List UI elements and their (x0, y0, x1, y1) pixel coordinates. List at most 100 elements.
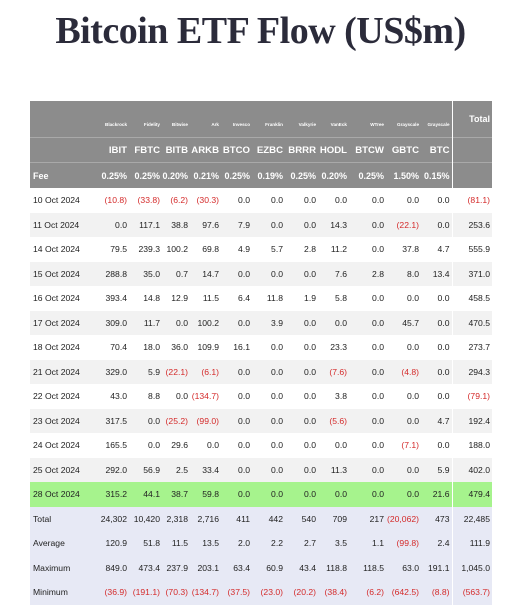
flow-value-cell: 33.4 (190, 457, 221, 482)
date-cell: 18 Oct 2024 (33, 342, 80, 353)
flow-value-cell: 0.0 (271, 440, 283, 451)
fee-cell: 1.50% (386, 162, 421, 188)
flow-value-cell: 0.0 (437, 342, 450, 353)
flow-value-cell: 0.0 (421, 310, 452, 335)
row-total-cell: 371.0 (451, 261, 492, 286)
flow-value-cell: (36.9) (97, 580, 129, 605)
table-row: 17 Oct 2024 309.0 11.7 0.0 100.2 0.0 3.9 0.0 0.0… (30, 310, 492, 335)
flow-value-cell: 21.6 (421, 482, 452, 507)
flow-value-cell: 0.0 (221, 482, 252, 507)
issuer-header-row: Blackrock Fidelity Bitwise Ark Invesco F… (30, 101, 492, 138)
row-total-cell: 479.4 (451, 482, 492, 507)
flow-value-cell: 288.8 (97, 261, 129, 286)
row-total-cell: 555.9 (451, 237, 492, 262)
table-row: 28 Oct 2024 315.2 44.1 38.7 59.8 0.0 0.0 0.0 0.0… (30, 482, 492, 507)
flow-value-cell: 0.0 (349, 408, 386, 433)
flow-value-cell: 0.0 (238, 440, 250, 451)
fee-cell (451, 162, 492, 188)
flow-value-cell: 473 (421, 506, 452, 531)
date-cell: 21 Oct 2024 (30, 359, 97, 384)
flow-value-cell: 0.0 (407, 342, 419, 353)
ticker-header-cell: ARKB (190, 137, 221, 163)
flow-value-cell: 0.0 (252, 212, 285, 237)
flow-value-cell: 0.0 (285, 310, 318, 335)
table-row: 18 Oct 2024 70.4 18.0 36.0 109.9 16.1 0.0 0.0 23… (30, 335, 492, 360)
flow-value-cell: (7.6) (318, 359, 349, 384)
issuer-header-cell: Fidelity (129, 101, 162, 138)
flow-value-cell: 0.0 (407, 195, 419, 206)
table-row: 24 Oct 2024 165.5 0.0 29.6 0.0 0.0 0.0 0.0 0.0 0.… (30, 433, 492, 458)
ticker-header-cell: BRRR (285, 137, 318, 163)
ticker-header-cell: IBIT (97, 137, 129, 163)
flow-value-cell: (6.2) (170, 195, 188, 206)
ticker-header-cell: FBTC (129, 137, 162, 163)
flow-value-cell: 0.0 (349, 212, 386, 237)
flow-value-cell: 0.0 (221, 408, 252, 433)
flow-value-cell: 0.0 (271, 195, 283, 206)
ticker-header-row: IBIT FBTC BITB ARKB BTCO EZBC BRRR HODL … (30, 137, 492, 163)
flow-value-cell: (134.7) (191, 391, 219, 402)
flow-value-cell: 79.5 (110, 244, 127, 255)
flow-value-cell: 7.9 (221, 212, 252, 237)
flow-value-cell: 5.9 (129, 359, 162, 384)
flow-value-cell: 0.0 (304, 440, 316, 451)
flow-value-cell: 60.9 (252, 555, 285, 580)
table-row: 21 Oct 2024 329.0 5.9 (22.1) (6.1) 0.0 0.0 0.0(… (30, 359, 492, 384)
issuer-header-cell: Grayscale (421, 101, 452, 138)
ticker-header-cell: BTC (421, 137, 452, 163)
flow-value-cell: 100.2 (190, 310, 221, 335)
flow-value-cell: 0.0 (372, 440, 384, 451)
flow-value-cell: (20.2) (285, 580, 318, 605)
row-total-cell: 402.0 (451, 457, 492, 482)
fee-cell: 0.19% (252, 162, 285, 188)
flow-value-cell: (22.1) (162, 359, 190, 384)
flow-value-cell: 2.8 (304, 244, 316, 255)
flow-value-cell: 10,420 (129, 506, 162, 531)
flow-value-cell: 0.0 (349, 310, 386, 335)
row-total-cell: (79.1) (451, 384, 492, 409)
flow-value-cell: 0.0 (372, 342, 384, 353)
ticker-header-cell: HODL (318, 137, 349, 163)
issuer-header-cell: VanEck (318, 101, 349, 138)
flow-value-cell: 0.0 (386, 482, 421, 507)
flow-value-cell: 118.8 (318, 555, 349, 580)
issuer-header-cell (30, 101, 97, 138)
flow-value-cell: 0.0 (285, 359, 318, 384)
flow-value-cell: 43.0 (110, 391, 127, 402)
row-total-cell: 273.7 (451, 335, 492, 360)
flow-value-cell: 11.2 (330, 244, 347, 255)
flow-value-cell: 0.0 (148, 440, 160, 451)
flow-value-cell: 411 (221, 506, 252, 531)
flow-value-cell: 70.4 (110, 342, 127, 353)
table-row: 25 Oct 2024 292.0 56.9 2.5 33.4 0.0 0.0 0.0 11.3… (30, 457, 492, 482)
flow-value-cell: 0.0 (372, 195, 384, 206)
flow-value-cell: (22.1) (386, 212, 421, 237)
summary-label-cell: Average (30, 531, 97, 556)
flow-value-cell: (6.2) (349, 580, 386, 605)
flow-value-cell: 8.0 (386, 261, 421, 286)
flow-value-cell: 14.8 (143, 293, 160, 304)
flow-value-cell: (30.3) (196, 195, 219, 206)
flow-value-cell: 4.9 (238, 244, 250, 255)
flow-value-cell: 0.0 (221, 310, 252, 335)
flow-value-cell: (25.2) (162, 408, 190, 433)
flow-value-cell: 0.0 (349, 482, 386, 507)
flow-value-cell: 35.0 (129, 261, 162, 286)
table-row: 22 Oct 2024 43.0 8.8 0.0 (134.7) 0.0 0.0 0.0 3.8… (30, 384, 492, 409)
flow-value-cell: 0.0 (421, 212, 452, 237)
flow-value-cell: 0.0 (386, 408, 421, 433)
flow-value-cell: 0.0 (97, 212, 129, 237)
flow-value-cell: 203.1 (190, 555, 221, 580)
flow-value-cell: 0.0 (437, 293, 450, 304)
flow-value-cell: 44.1 (129, 482, 162, 507)
row-total-cell: (81.1) (451, 188, 492, 213)
flow-value-cell: 38.8 (162, 212, 190, 237)
flow-value-cell: 5.8 (335, 293, 347, 304)
etf-flow-table-container: Blackrock Fidelity Bitwise Ark Invesco F… (30, 101, 492, 605)
flow-value-cell: 11.8 (266, 293, 283, 304)
flow-value-cell: 118.5 (349, 555, 386, 580)
flow-value-cell: 59.8 (190, 482, 221, 507)
flow-value-cell: 165.5 (105, 440, 127, 451)
flow-value-cell: (6.1) (190, 359, 221, 384)
flow-value-cell: 3.5 (318, 531, 349, 556)
